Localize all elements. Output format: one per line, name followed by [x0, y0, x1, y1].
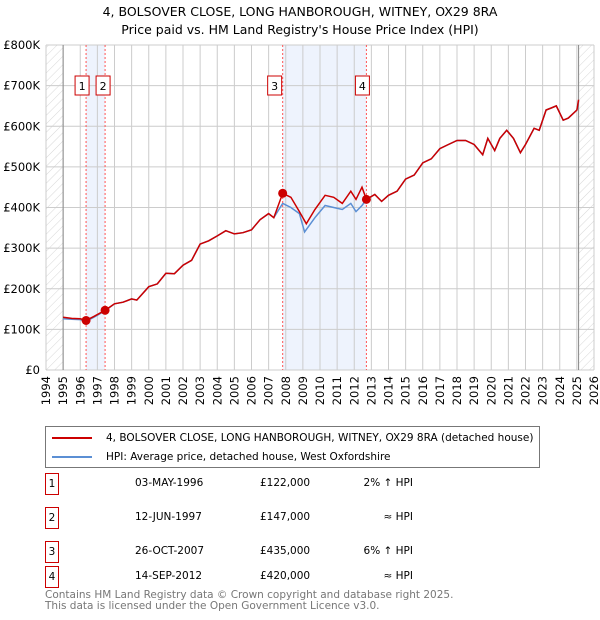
sale-price: £435,000	[260, 545, 311, 557]
x-tick-label: 2025	[570, 376, 584, 405]
x-tick-label: 2002	[176, 376, 190, 405]
x-tick-label: 2006	[245, 376, 259, 405]
sale-point	[81, 315, 91, 325]
x-tick-label: 2008	[279, 376, 293, 405]
x-tick-label: 2013	[364, 376, 378, 405]
y-tick-label: £100K	[3, 322, 40, 336]
x-tick-label: 2003	[193, 376, 207, 405]
legend: 4, BOLSOVER CLOSE, LONG HANBOROUGH, WITN…	[45, 426, 540, 468]
x-tick-label: 2001	[159, 376, 173, 405]
x-tick-label: 2009	[296, 376, 310, 405]
x-tick-label: 2016	[416, 376, 430, 405]
footer: Contains HM Land Registry data © Crown c…	[45, 590, 453, 612]
x-tick-label: 2004	[210, 376, 224, 405]
sale-date: 26-OCT-2007	[135, 545, 204, 557]
y-tick-label: £800K	[3, 38, 40, 52]
sale-badge	[95, 75, 111, 96]
x-tick-label: 2012	[347, 376, 361, 405]
sale-price: £122,000	[260, 477, 311, 489]
legend-label: HPI: Average price, detached house, West…	[106, 451, 391, 463]
legend-swatch-red	[52, 437, 92, 439]
x-tick-label: 2023	[536, 376, 550, 405]
sale-badge	[74, 75, 90, 96]
sale-price: £147,000	[260, 511, 311, 523]
y-tick-label: £500K	[3, 160, 40, 174]
x-tick-label: 2007	[262, 376, 276, 405]
hpi-compare: 6% ↑ HPI	[363, 545, 413, 557]
plot-area: 1 2 3 4 £0 £100K £200K £300K £400K £500K £600K £700…	[3, 38, 600, 405]
legend-label: 4, BOLSOVER CLOSE, LONG HANBOROUGH, WITN…	[106, 432, 534, 444]
sale-date: 14-SEP-2012	[135, 570, 203, 582]
sale-badge	[267, 75, 283, 96]
x-tick-label: 2011	[330, 376, 344, 405]
x-tick-label: 2005	[227, 376, 241, 405]
sale-badge	[354, 75, 370, 96]
y-tick-label: £700K	[3, 79, 40, 93]
sale-date: 03-MAY-1996	[135, 477, 204, 489]
x-tick-label: 2020	[484, 376, 498, 405]
x-tick-label: 2026	[587, 376, 600, 405]
sale-badge-label: 2	[100, 80, 107, 93]
x-tick-label: 2010	[313, 376, 327, 405]
sale-badge-label: 4	[359, 80, 366, 93]
marker-badge: 4	[45, 566, 59, 588]
table-row: 3 26-OCT-2007 £435,000 6% ↑ HPI	[45, 541, 445, 563]
y-tick-label: £600K	[3, 119, 40, 133]
y-tick-label: £400K	[3, 201, 40, 215]
marker-badge: 2	[45, 507, 59, 529]
x-tick-label: 1999	[125, 376, 139, 405]
x-tick-label: 1994	[39, 376, 53, 405]
x-tick-label: 2000	[142, 376, 156, 405]
x-tick-label: 2014	[382, 376, 396, 405]
x-tick-label: 2015	[399, 376, 413, 405]
chart-subtitle: Price paid vs. HM Land Registry's House …	[121, 22, 479, 37]
footer-licence: This data is licensed under the Open Gov…	[45, 600, 380, 612]
hpi-compare: ≈ HPI	[383, 511, 413, 523]
y-tick-label: £300K	[3, 241, 40, 255]
y-tick-label: £200K	[3, 282, 40, 296]
sale-point	[100, 305, 110, 315]
x-tick-label: 1996	[73, 376, 87, 405]
x-tick-label: 1998	[108, 376, 122, 405]
table-row: 4 14-SEP-2012 £420,000 ≈ HPI	[45, 566, 445, 588]
x-tick-label: 2017	[433, 376, 447, 405]
hpi-compare: ≈ HPI	[383, 570, 413, 582]
x-tick-label: 2021	[501, 376, 515, 405]
sale-date: 12-JUN-1997	[135, 511, 202, 523]
x-tick-label: 2022	[519, 376, 533, 405]
hpi-compare: 2% ↑ HPI	[363, 477, 413, 489]
chart-title: 4, BOLSOVER CLOSE, LONG HANBOROUGH, WITN…	[102, 4, 498, 19]
price-paid-line	[62, 99, 580, 322]
y-tick-label: £0	[25, 363, 40, 377]
x-tick-label: 2019	[467, 376, 481, 405]
legend-item-hpi: HPI: Average price, detached house, West…	[52, 451, 391, 463]
marker-badge: 3	[45, 541, 59, 563]
table-row: 2 12-JUN-1997 £147,000 ≈ HPI	[45, 507, 445, 529]
x-tick-label: 1997	[90, 376, 104, 405]
x-tick-label: 2018	[450, 376, 464, 405]
sale-price: £420,000	[260, 570, 311, 582]
table-row: 1 03-MAY-1996 £122,000 2% ↑ HPI	[45, 473, 445, 495]
sale-point	[278, 188, 288, 198]
marker-badge: 1	[45, 473, 59, 495]
x-tick-label: 2024	[553, 376, 567, 405]
legend-swatch-blue	[52, 456, 92, 458]
sale-badge-label: 3	[271, 80, 278, 93]
footer-copyright: Contains HM Land Registry data © Crown c…	[45, 589, 454, 601]
sale-badge-label: 1	[79, 80, 86, 93]
sale-point	[361, 194, 371, 204]
legend-item-property: 4, BOLSOVER CLOSE, LONG HANBOROUGH, WITN…	[52, 432, 533, 444]
x-tick-label: 1995	[56, 376, 70, 405]
